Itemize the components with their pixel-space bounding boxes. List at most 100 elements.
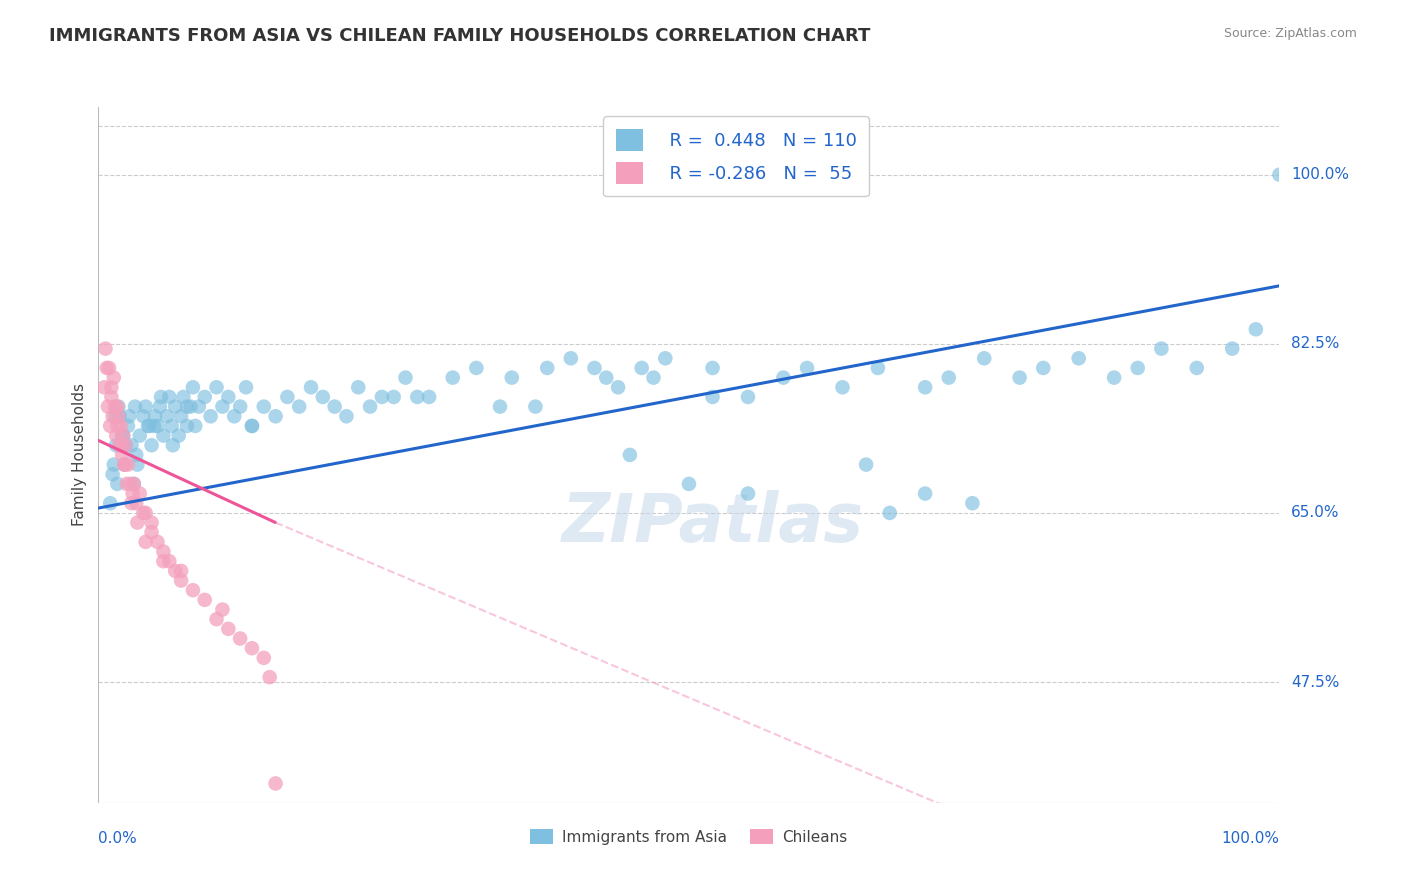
Point xyxy=(630,361,652,376)
Point xyxy=(121,438,143,452)
Point xyxy=(240,419,263,434)
Point xyxy=(170,564,193,578)
Point xyxy=(276,390,298,404)
Point xyxy=(217,390,239,404)
Point xyxy=(94,342,117,356)
Point xyxy=(132,409,155,424)
Point xyxy=(146,535,169,549)
Point xyxy=(184,419,207,434)
Point xyxy=(100,380,122,394)
Point xyxy=(98,361,121,376)
Point xyxy=(962,496,984,510)
Point xyxy=(253,400,276,414)
Point xyxy=(122,476,145,491)
Point xyxy=(914,486,936,500)
Text: Source: ZipAtlas.com: Source: ZipAtlas.com xyxy=(1223,27,1357,40)
Point xyxy=(489,400,512,414)
Point xyxy=(117,458,139,472)
Point xyxy=(152,554,174,568)
Point xyxy=(235,380,257,394)
Point xyxy=(394,370,416,384)
Point xyxy=(157,390,180,404)
Point xyxy=(194,390,217,404)
Point xyxy=(111,428,134,442)
Point xyxy=(141,438,163,452)
Point xyxy=(1126,361,1149,376)
Point xyxy=(536,361,558,376)
Text: 65.0%: 65.0% xyxy=(1291,506,1340,520)
Text: ZIPatlas: ZIPatlas xyxy=(561,490,863,556)
Point xyxy=(1102,370,1125,384)
Point xyxy=(264,409,287,424)
Point xyxy=(103,370,125,384)
Point xyxy=(288,400,311,414)
Point xyxy=(127,516,149,530)
Point xyxy=(120,476,142,491)
Point xyxy=(205,612,228,626)
Point xyxy=(103,458,125,472)
Point xyxy=(141,525,163,540)
Point xyxy=(167,428,190,442)
Point xyxy=(253,651,276,665)
Point xyxy=(152,428,174,442)
Point xyxy=(702,361,724,376)
Point xyxy=(560,351,582,366)
Point xyxy=(121,486,143,500)
Point xyxy=(142,419,165,434)
Point xyxy=(124,400,146,414)
Point xyxy=(831,380,853,394)
Point xyxy=(135,400,157,414)
Point xyxy=(156,409,179,424)
Text: 100.0%: 100.0% xyxy=(1222,830,1279,846)
Point xyxy=(101,409,124,424)
Point xyxy=(114,438,136,452)
Point xyxy=(115,476,138,491)
Point xyxy=(855,458,877,472)
Point xyxy=(607,380,630,394)
Point xyxy=(108,438,131,452)
Point xyxy=(583,361,606,376)
Point xyxy=(141,516,163,530)
Point xyxy=(176,400,198,414)
Point xyxy=(205,380,228,394)
Text: IMMIGRANTS FROM ASIA VS CHILEAN FAMILY HOUSEHOLDS CORRELATION CHART: IMMIGRANTS FROM ASIA VS CHILEAN FAMILY H… xyxy=(49,27,870,45)
Point xyxy=(170,574,193,588)
Point xyxy=(105,428,128,442)
Point xyxy=(107,409,129,424)
Point xyxy=(211,602,233,616)
Point xyxy=(181,583,204,598)
Point xyxy=(1150,342,1173,356)
Point xyxy=(165,564,187,578)
Point xyxy=(465,361,488,376)
Point xyxy=(105,400,128,414)
Point xyxy=(135,535,157,549)
Point xyxy=(879,506,901,520)
Point xyxy=(312,390,335,404)
Point xyxy=(143,409,166,424)
Point xyxy=(132,506,155,520)
Point xyxy=(737,390,759,404)
Point xyxy=(118,409,141,424)
Point xyxy=(117,419,139,434)
Point xyxy=(176,419,198,434)
Point xyxy=(128,428,150,442)
Text: 100.0%: 100.0% xyxy=(1291,167,1350,182)
Point xyxy=(122,476,145,491)
Text: 47.5%: 47.5% xyxy=(1291,674,1340,690)
Point xyxy=(112,428,135,442)
Point xyxy=(110,419,132,434)
Point xyxy=(678,476,700,491)
Point xyxy=(93,380,115,394)
Point xyxy=(160,419,183,434)
Point xyxy=(180,400,202,414)
Point xyxy=(136,419,159,434)
Point xyxy=(98,419,121,434)
Y-axis label: Family Households: Family Households xyxy=(72,384,87,526)
Point xyxy=(619,448,641,462)
Point xyxy=(335,409,357,424)
Point xyxy=(104,400,127,414)
Point xyxy=(229,400,252,414)
Point xyxy=(138,419,160,434)
Point xyxy=(112,428,135,442)
Point xyxy=(135,506,157,520)
